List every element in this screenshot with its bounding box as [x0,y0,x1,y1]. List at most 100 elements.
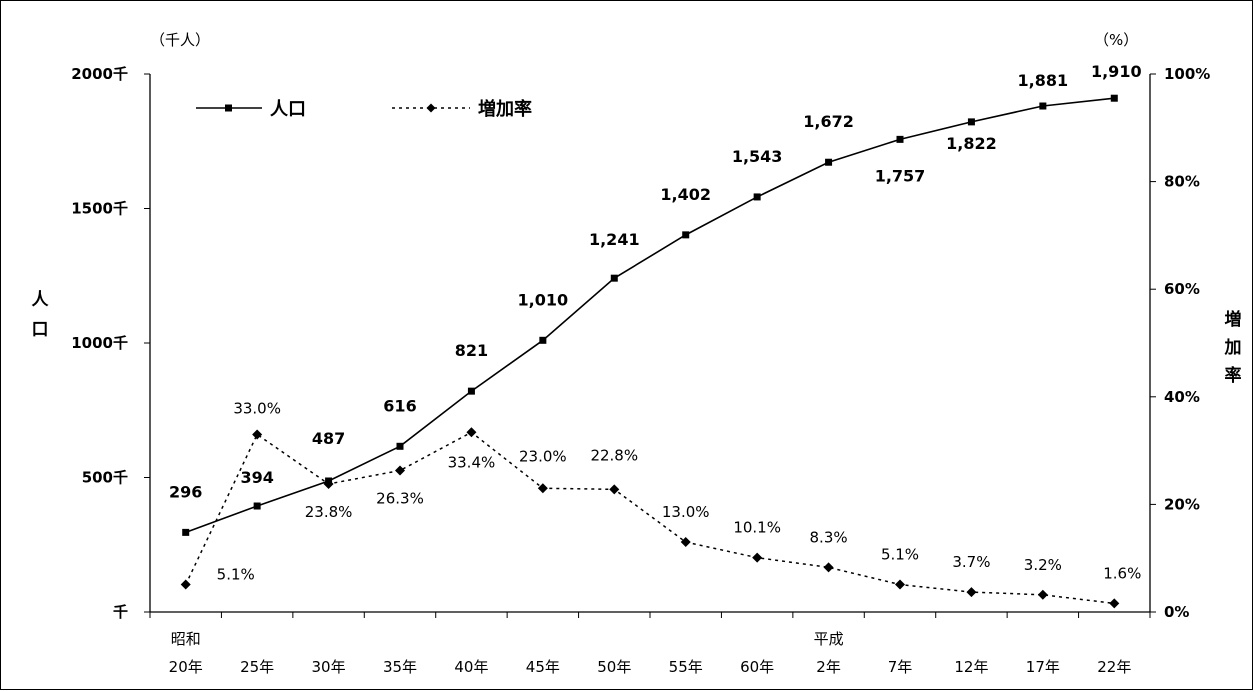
population-data-label: 487 [312,429,345,448]
rate-data-label: 23.0% [519,447,567,465]
population-point [253,502,261,510]
population-data-label: 1,910 [1091,62,1142,81]
population-data-label: 1,241 [589,230,640,249]
legend: 人口 増加率 [196,98,532,120]
population-point [325,477,333,485]
rate-point [466,427,477,438]
legend-pop-marker [225,104,232,112]
rate-point [609,484,620,495]
left-tick-label: 500千 [82,469,128,487]
right-tick-label: 20% [1164,495,1200,513]
rate-data-label: 33.4% [448,453,496,471]
population-point [967,118,975,126]
left-tick-label: 千 [113,603,128,621]
population-data-label: 296 [169,482,202,501]
rate-series: 5.1% 33.0% 23.8% 26.3% 33.4% 23.0% 22.8% 13.0% 1… [180,399,1141,609]
rate-data-label: 22.8% [590,446,638,464]
left-axis-unit: （千人） [150,31,210,49]
population-data-label: 1,672 [803,112,854,131]
rate-data-label: 26.3% [376,490,424,508]
category-labels: 昭和 20年 25年 30年 35年 40年 45年 50年 55年 60年 平成 2年 7年 12年 17… [169,630,1132,676]
population-data-label: 1,822 [946,134,997,153]
category-label: 20年 [169,658,203,676]
rate-data-label: 33.0% [233,399,281,417]
category-label: 60年 [740,658,774,676]
left-tick-label: 2000千 [71,65,128,83]
population-data-label: 394 [240,468,273,487]
population-data-label: 616 [383,396,416,415]
category-label: 22年 [1097,658,1131,676]
rate-point [680,537,691,548]
population-series: 296 394 487 616 821 1,010 1,241 1,402 1,543 1,672… [169,62,1142,536]
population-data-label: 1,757 [875,166,926,185]
right-tick-label: 60% [1164,280,1200,298]
right-tick-label: 40% [1164,388,1200,406]
rate-data-label: 3.7% [952,553,990,571]
population-data-label: 821 [455,341,488,360]
right-axis-title: 増加率 [1224,309,1242,386]
population-point [682,231,690,239]
left-tick-label: 1000千 [71,334,128,352]
rate-point [252,429,263,440]
left-axis-ticks: 千 500千 1000千 1500千 2000千 [71,65,150,621]
right-axis-unit: （%） [1094,31,1138,49]
rate-data-label: 8.3% [810,528,848,546]
rate-point [895,579,905,590]
left-axis-title: 人口 [32,290,50,340]
rate-point [823,562,834,573]
rate-data-label: 3.2% [1024,556,1062,574]
rate-point [537,483,548,494]
legend-rate-label: 増加率 [478,98,532,120]
legend-rate-marker [426,103,436,113]
population-point [182,528,190,536]
category-label: 2年 [816,658,841,676]
category-label: 30年 [312,658,346,676]
category-label: 40年 [454,658,488,676]
population-point [753,193,761,201]
category-era-label: 昭和 [171,630,201,648]
category-era-label: 平成 [814,630,844,648]
population-data-label: 1,881 [1018,71,1069,90]
rate-point [395,465,405,476]
rate-point [1109,598,1120,609]
population-point [1110,94,1118,102]
category-label: 35年 [383,658,417,676]
right-tick-label: 80% [1164,173,1200,191]
population-data-label: 1,543 [732,147,783,166]
population-line [185,97,1115,534]
right-tick-label: 0% [1164,603,1189,621]
rate-data-label: 1.6% [1103,564,1141,582]
rate-point [1037,589,1048,600]
category-label: 55年 [669,658,703,676]
right-axis-ticks: 0% 20% 40% 60% 80% 100% [1150,65,1210,621]
population-point [1039,102,1047,110]
rate-data-label: 10.1% [733,519,781,537]
population-point [396,442,404,450]
category-label: 17年 [1026,658,1060,676]
category-label: 25年 [240,658,274,676]
rate-point [180,579,191,590]
rate-data-label: 5.1% [217,566,255,584]
left-tick-label: 1500千 [71,200,128,218]
rate-point [966,587,977,598]
category-label: 45年 [526,658,560,676]
population-point [896,135,904,143]
rate-data-label: 13.0% [662,503,710,521]
population-data-label: 1,010 [518,290,569,309]
category-label: 7年 [888,658,913,676]
right-tick-label: 100% [1164,65,1210,83]
rate-data-label: 5.1% [881,546,919,564]
legend-pop-label: 人口 [270,99,306,120]
population-data-label: 1,402 [660,185,711,204]
axes [149,74,1151,618]
population-point [825,158,833,166]
category-label: 50年 [597,658,631,676]
population-point [610,274,618,282]
population-point [467,387,475,395]
population-point [539,336,547,344]
rate-data-label: 23.8% [305,503,353,521]
category-label: 12年 [954,658,988,676]
rate-point [752,552,763,563]
